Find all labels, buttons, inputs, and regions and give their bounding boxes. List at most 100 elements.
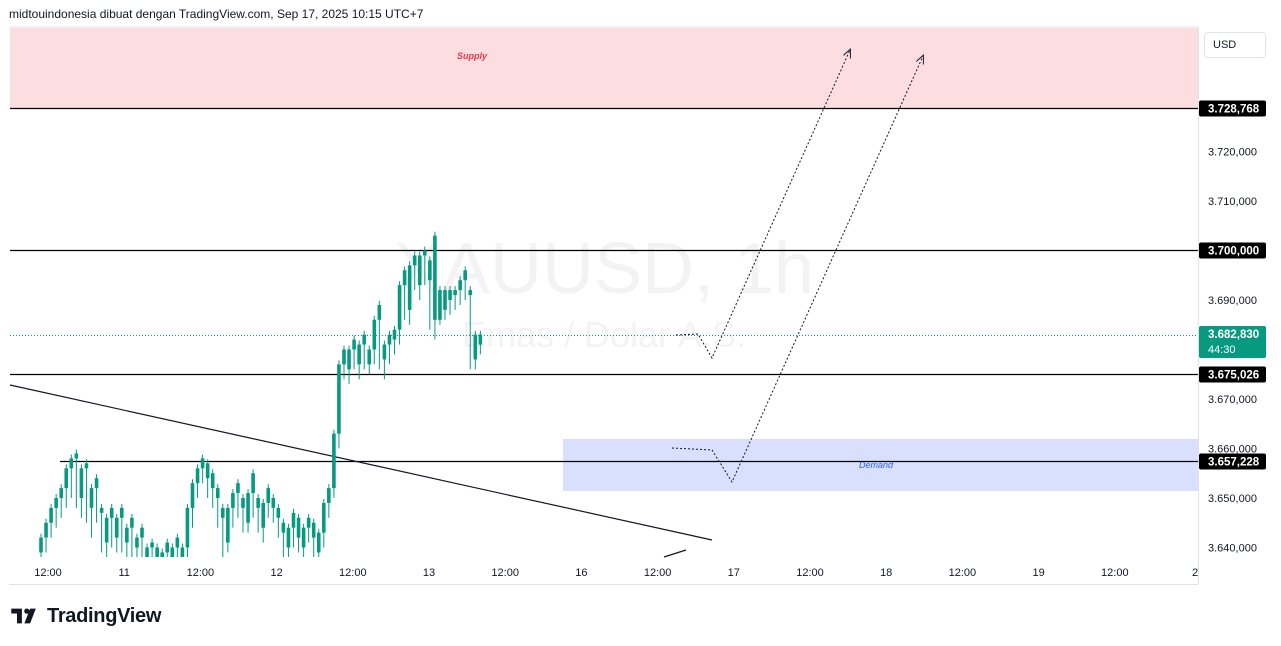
candle-bullish[interactable]: [322, 502, 326, 533]
candle-bullish[interactable]: [281, 522, 286, 533]
candle-bullish[interactable]: [458, 280, 462, 291]
candle-bullish[interactable]: [448, 290, 452, 300]
candle-bullish[interactable]: [69, 458, 74, 469]
descending-trendline[interactable]: [9, 384, 713, 541]
candle-bullish[interactable]: [347, 349, 351, 370]
candle-bullish[interactable]: [473, 334, 478, 360]
candle-bullish[interactable]: [261, 502, 265, 528]
candle-bullish[interactable]: [231, 493, 235, 508]
candle-bullish[interactable]: [438, 290, 442, 320]
candle-bullish[interactable]: [210, 473, 215, 489]
candle-bullish[interactable]: [266, 488, 271, 503]
candle-bullish[interactable]: [306, 517, 311, 528]
candle-bullish[interactable]: [296, 517, 301, 538]
candle-bullish[interactable]: [453, 290, 457, 296]
candle-bullish[interactable]: [327, 488, 331, 503]
price-badge[interactable]: [1199, 326, 1266, 358]
candle-bullish[interactable]: [180, 547, 185, 558]
candle-bullish[interactable]: [195, 468, 200, 484]
candle-bullish[interactable]: [185, 507, 190, 548]
supply-zone[interactable]: [10, 28, 1198, 108]
candle-bullish[interactable]: [241, 498, 245, 508]
candle-bullish[interactable]: [145, 547, 149, 558]
candle-bullish[interactable]: [337, 364, 341, 434]
candle-bullish[interactable]: [443, 290, 447, 310]
candle-bullish[interactable]: [478, 334, 483, 345]
candle-bullish[interactable]: [291, 512, 296, 528]
candle-bullish[interactable]: [428, 260, 432, 281]
candle-bullish[interactable]: [377, 304, 382, 320]
candle-bullish[interactable]: [402, 270, 407, 286]
candle-bullish[interactable]: [342, 349, 346, 365]
candle-bullish[interactable]: [468, 290, 473, 296]
candle-bullish[interactable]: [407, 265, 412, 310]
candle-bullish[interactable]: [271, 498, 276, 508]
candle-bullish[interactable]: [423, 250, 427, 256]
candle-bullish[interactable]: [226, 507, 230, 543]
candle-bullish[interactable]: [215, 488, 220, 498]
candle-bullish[interactable]: [190, 483, 195, 508]
candle-bullish[interactable]: [301, 527, 306, 548]
candle-bullish[interactable]: [367, 349, 372, 365]
candle-bullish[interactable]: [200, 458, 205, 469]
candle-bullish[interactable]: [79, 468, 84, 498]
projection-path-lower[interactable]: [671, 56, 923, 484]
candle-bullish[interactable]: [357, 344, 361, 365]
price-badge[interactable]: [1199, 100, 1266, 117]
candle-bullish[interactable]: [39, 537, 43, 553]
candle-bullish[interactable]: [130, 517, 134, 528]
candle-bullish[interactable]: [94, 478, 99, 489]
chart-area[interactable]: Supply Demand XAUUSD, 1h Emas / Dolar A.…: [0, 0, 1281, 600]
candle-bullish[interactable]: [120, 507, 124, 518]
candle-bullish[interactable]: [140, 527, 144, 538]
candle-bullish[interactable]: [109, 507, 114, 518]
currency-button[interactable]: USD: [1204, 32, 1266, 58]
candle-bullish[interactable]: [251, 473, 255, 494]
candle-bullish[interactable]: [84, 463, 89, 469]
candle-bullish[interactable]: [54, 498, 58, 508]
candle-bullish[interactable]: [382, 344, 387, 360]
candle-bullish[interactable]: [205, 463, 210, 479]
candle-bullish[interactable]: [276, 507, 281, 518]
candle-bullish[interactable]: [412, 255, 417, 266]
price-badge[interactable]: [1199, 366, 1266, 383]
candle-bullish[interactable]: [170, 547, 175, 558]
price-badge[interactable]: [1199, 453, 1266, 470]
candle-bullish[interactable]: [155, 547, 159, 558]
candle-bullish[interactable]: [256, 498, 260, 508]
price-chart[interactable]: Supply Demand XAUUSD, 1h Emas / Dolar A.…: [0, 0, 1281, 600]
candle-bullish[interactable]: [221, 507, 225, 518]
candle-bullish[interactable]: [387, 334, 392, 345]
candle-bullish[interactable]: [49, 507, 53, 523]
candle-bullish[interactable]: [165, 542, 170, 553]
demand-zone[interactable]: [563, 439, 1198, 491]
candle-bullish[interactable]: [433, 235, 437, 320]
candle-bullish[interactable]: [311, 522, 316, 538]
candle-bullish[interactable]: [99, 507, 104, 513]
candle-bullish[interactable]: [114, 517, 119, 538]
candle-bullish[interactable]: [64, 468, 69, 489]
candle-bullish[interactable]: [362, 334, 366, 345]
tradingview-logo[interactable]: TradingView: [11, 603, 161, 629]
candle-bullish[interactable]: [44, 522, 48, 538]
candle-bullish[interactable]: [332, 433, 336, 489]
candle-bullish[interactable]: [316, 532, 321, 553]
candle-bullish[interactable]: [417, 255, 422, 286]
candle-bullish[interactable]: [246, 493, 250, 523]
candle-bullish[interactable]: [463, 270, 467, 281]
candle-bullish[interactable]: [397, 285, 402, 330]
candle-bullish[interactable]: [175, 537, 180, 548]
candle-bullish[interactable]: [160, 552, 164, 557]
candle-bullish[interactable]: [150, 542, 154, 548]
candle-bullish[interactable]: [74, 453, 79, 459]
candle-bullish[interactable]: [135, 537, 139, 548]
candle-bullish[interactable]: [352, 339, 356, 350]
candle-bullish[interactable]: [104, 517, 109, 543]
price-badge[interactable]: [1199, 242, 1266, 259]
candle-bullish[interactable]: [372, 319, 377, 350]
candle-bullish[interactable]: [125, 527, 129, 543]
candle-bullish[interactable]: [392, 329, 397, 340]
candle-bullish[interactable]: [89, 488, 94, 508]
candle-bullish[interactable]: [59, 488, 63, 498]
candle-bullish[interactable]: [236, 483, 240, 494]
